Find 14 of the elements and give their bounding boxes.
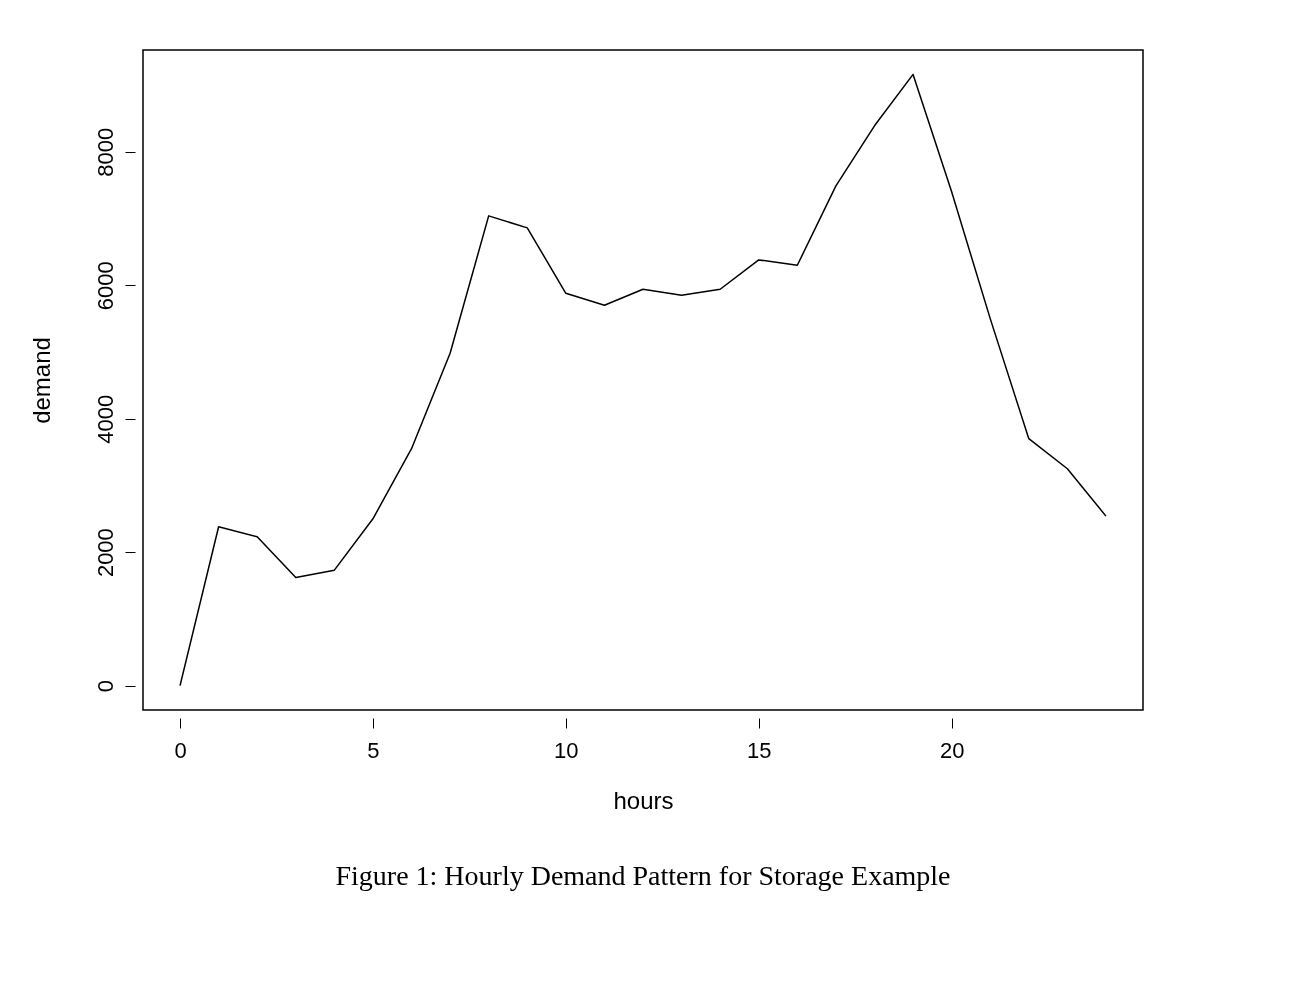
x-axis-title: hours	[613, 786, 674, 814]
y-tick-label: 0	[92, 679, 118, 693]
y-tick-label: 8000	[92, 127, 118, 177]
x-tick-label: 15	[747, 737, 772, 763]
x-tick-label: 20	[939, 737, 965, 763]
x-tick-label: 5	[367, 737, 380, 763]
y-tick-label: 2000	[92, 528, 118, 578]
y-tick-label: 4000	[92, 394, 118, 444]
y-axis-title: demand	[27, 337, 55, 424]
x-tick-label: 10	[554, 737, 579, 763]
caption: Figure 1: Hourly Demand Pattern for Storage Example	[335, 860, 951, 891]
y-tick-label: 6000	[92, 261, 118, 311]
x-tick-label: 0	[174, 737, 187, 763]
line-series	[179, 73, 1107, 687]
